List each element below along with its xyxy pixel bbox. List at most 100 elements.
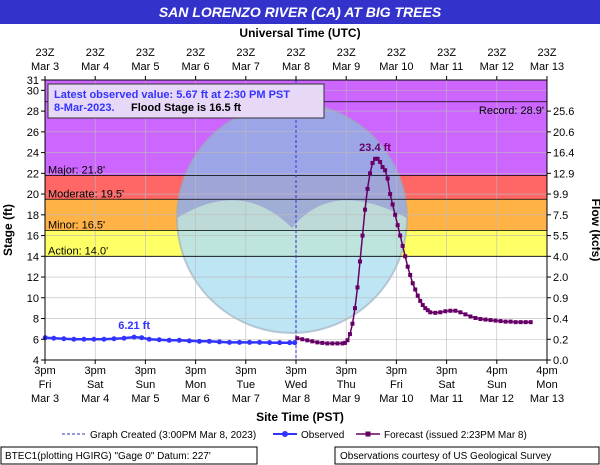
forecast-point bbox=[438, 310, 443, 315]
y-tick-label: 22 bbox=[27, 168, 39, 180]
forecast-point bbox=[528, 320, 533, 325]
y-right-tick-label: 0.0 bbox=[553, 355, 568, 367]
info-box: Latest observed value: 5.67 ft at 2:30 P… bbox=[47, 83, 325, 119]
forecast-point bbox=[523, 320, 528, 325]
x-top-tick-date: Mar 10 bbox=[379, 61, 413, 73]
x-bottom-tick-day: Sat bbox=[87, 379, 104, 391]
x-top-tick-date: Mar 7 bbox=[232, 61, 260, 73]
info-box-frame bbox=[47, 83, 325, 119]
observed-point bbox=[61, 336, 67, 342]
forecast-point bbox=[418, 298, 423, 303]
forecast-point bbox=[330, 341, 335, 346]
noaa-logo-bird bbox=[177, 103, 407, 228]
observed-point bbox=[166, 337, 172, 343]
flood-category-lines: Record: 28.9' Major: 21.8' Moderate: 19.5'… bbox=[45, 101, 547, 257]
x-top-tick-date: Mar 4 bbox=[81, 61, 109, 73]
forecast-point bbox=[347, 332, 352, 337]
y-right-tick-label: 16.4 bbox=[553, 148, 574, 160]
footer-credit-box bbox=[334, 446, 600, 465]
y-right-tick-label: 12.9 bbox=[553, 168, 574, 180]
legend-forecast-label: Forecast (issued 2:23PM Mar 8) bbox=[384, 430, 527, 441]
x-top-tick-utc: 23Z bbox=[487, 47, 506, 59]
x-top-tick-utc: 23Z bbox=[136, 47, 155, 59]
x-bottom-tick-time: 3pm bbox=[84, 365, 105, 377]
x-top-tick-utc: 23Z bbox=[437, 47, 456, 59]
forecast-point bbox=[508, 319, 513, 324]
y-right-tick-label: 0.4 bbox=[553, 314, 568, 326]
x-top-tick-date: Mar 11 bbox=[430, 61, 463, 73]
forecast-point bbox=[458, 310, 463, 315]
observed-point bbox=[121, 335, 127, 341]
observed-point bbox=[267, 340, 273, 346]
forecast-point bbox=[345, 338, 350, 343]
forecast-point bbox=[350, 321, 355, 326]
forecast-point bbox=[310, 339, 315, 344]
forecast-point bbox=[360, 233, 365, 238]
x-bottom-tick-date: Mar 13 bbox=[530, 393, 564, 405]
observed-point bbox=[196, 338, 202, 344]
x-bottom-tick-time: 4pm bbox=[486, 365, 507, 377]
observed-point bbox=[71, 336, 77, 342]
x-bottom-tick-date: Mar 11 bbox=[430, 393, 463, 405]
x-top-tick-utc: 23Z bbox=[337, 47, 356, 59]
forecast-point bbox=[378, 159, 383, 164]
footer-datum-text: BTEC1(plotting HGIRG) "Gage 0" Datum: 22… bbox=[5, 451, 211, 462]
forecast-point bbox=[420, 303, 425, 308]
y-right-tick-label: 20.6 bbox=[553, 127, 574, 139]
legend-graph-created-label: Graph Created (3:00PM Mar 8, 2023) bbox=[90, 430, 256, 441]
y-right-tick-label: 7.5 bbox=[553, 210, 568, 222]
forecast-point bbox=[433, 310, 438, 315]
x-bottom-tick-date: Mar 7 bbox=[232, 393, 260, 405]
observed-point bbox=[292, 340, 298, 346]
x-bottom-tick-date: Mar 3 bbox=[31, 393, 59, 405]
forecast-point bbox=[395, 223, 400, 228]
chart-title: SAN LORENZO RIVER (CA) AT BIG TREES bbox=[159, 4, 442, 20]
x-top-tick-date: Mar 12 bbox=[480, 61, 514, 73]
x-bottom-tick-day: Sun bbox=[136, 379, 156, 391]
forecast-point bbox=[428, 310, 433, 315]
forecast-point bbox=[423, 306, 428, 311]
top-axis-title: Universal Time (UTC) bbox=[239, 26, 360, 40]
x-bottom-tick-day: Mon bbox=[185, 379, 206, 391]
forecast-point bbox=[373, 156, 378, 161]
forecast-point bbox=[340, 341, 345, 346]
forecast-point bbox=[478, 317, 483, 322]
observed-point bbox=[101, 336, 107, 342]
x-top-tick-date: Mar 9 bbox=[332, 61, 360, 73]
x-top-tick-utc: 23Z bbox=[287, 47, 306, 59]
forecast-point bbox=[513, 320, 518, 325]
y-tick-label: 12 bbox=[27, 272, 39, 284]
observed-point bbox=[287, 340, 293, 346]
forecast-point bbox=[468, 314, 473, 319]
forecast-point bbox=[352, 306, 357, 311]
x-bottom-tick-date: Mar 6 bbox=[182, 393, 210, 405]
observed-point bbox=[206, 338, 212, 344]
series-layer bbox=[42, 156, 533, 346]
annotation-label: 6.21 ft bbox=[118, 320, 150, 332]
forecast-point bbox=[488, 318, 493, 323]
x-bottom-tick-date: Mar 4 bbox=[81, 393, 109, 405]
x-top-tick-utc: 23Z bbox=[186, 47, 205, 59]
forecast-point bbox=[398, 233, 403, 238]
noaa-logo-circle bbox=[177, 103, 407, 333]
x-top-tick-utc: 23Z bbox=[387, 47, 406, 59]
x-bottom-tick-time: 3pm bbox=[34, 365, 55, 377]
forecast-point bbox=[363, 207, 368, 212]
forecast-point bbox=[463, 312, 468, 317]
forecast-point bbox=[408, 272, 413, 277]
forecast-point bbox=[355, 285, 360, 290]
flood-label-minor: Minor: 16.5' bbox=[48, 219, 105, 231]
observed-point bbox=[111, 336, 117, 342]
flood-label-major: Major: 21.8' bbox=[48, 164, 105, 176]
forecast-point bbox=[498, 319, 503, 324]
x-bottom-tick-day: Fri bbox=[390, 379, 403, 391]
y-tick-label: 18 bbox=[27, 210, 39, 222]
forecast-point bbox=[295, 336, 300, 341]
forecast-point bbox=[473, 316, 478, 320]
forecast-point bbox=[305, 338, 310, 343]
forecast-point bbox=[443, 309, 448, 314]
footer-datum-box bbox=[0, 446, 258, 465]
flood-label-record: Record: 28.9' bbox=[479, 105, 544, 117]
